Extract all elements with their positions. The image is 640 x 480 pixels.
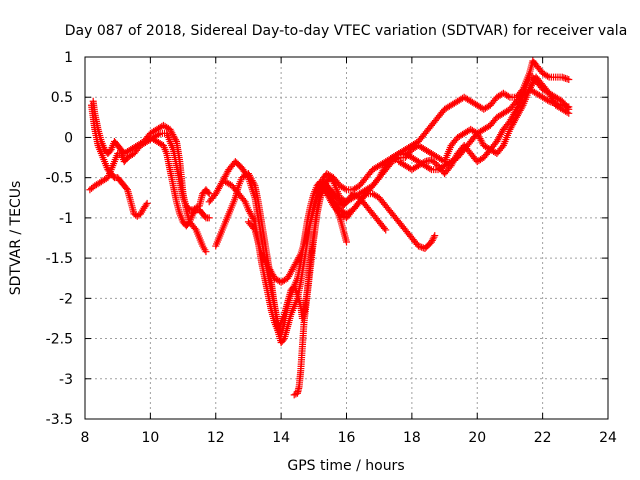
data-point	[393, 155, 401, 163]
axis-ticks: 8 10 12 14 16 18 20 22 24-3.5-3-2.5-2-1.5-1-0.50…	[46, 50, 617, 446]
x-tick-label: 18	[403, 430, 421, 446]
x-tick-label: 16	[338, 430, 356, 446]
data-point	[547, 98, 555, 106]
y-tick-label: -1	[59, 211, 73, 227]
data-point	[343, 238, 350, 246]
data-point	[191, 224, 199, 232]
y-tick-label: 0	[64, 130, 73, 146]
series-track-4	[146, 133, 213, 230]
x-tick-label: 10	[141, 430, 159, 446]
x-axis-label: GPS time / hours	[287, 458, 404, 474]
data-point	[250, 216, 258, 224]
x-tick-label: 22	[534, 430, 552, 446]
data-point	[155, 130, 163, 138]
data-point	[204, 188, 212, 196]
y-tick-label: 1	[64, 50, 73, 66]
y-axis-label: SDTVAR / TECUs	[8, 181, 24, 296]
data-point	[172, 136, 180, 144]
x-tick-label: 24	[599, 430, 617, 446]
data-point	[143, 199, 151, 207]
data-point	[122, 184, 130, 192]
data-point	[250, 224, 258, 232]
data-point	[240, 196, 248, 204]
data-point	[341, 185, 349, 193]
data-point	[296, 252, 304, 260]
data-point	[419, 244, 427, 252]
data-point	[431, 232, 439, 240]
y-tick-label: -2	[59, 291, 73, 307]
x-tick-label: 8	[81, 430, 90, 446]
data-point	[414, 242, 422, 250]
data-point	[544, 96, 552, 104]
data-point	[426, 165, 434, 173]
data-point	[428, 236, 436, 244]
data-point	[548, 98, 556, 106]
data-point	[250, 180, 258, 188]
y-tick-label: 0.5	[51, 90, 73, 106]
data-point	[558, 73, 566, 81]
chart-title: Day 087 of 2018, Sidereal Day-to-day VTE…	[65, 23, 628, 39]
data-point	[498, 143, 506, 151]
data-point	[142, 201, 150, 209]
data-point	[565, 76, 573, 84]
y-tick-label: -3	[59, 372, 73, 388]
data-point	[290, 391, 298, 399]
y-tick-label: -1.5	[46, 251, 73, 267]
data-point	[565, 109, 573, 117]
y-tick-label: -3.5	[46, 412, 73, 428]
data-point	[491, 149, 499, 157]
series-track-11	[395, 85, 573, 178]
x-tick-label: 20	[468, 430, 486, 446]
data-point	[550, 99, 558, 107]
data-point	[430, 233, 438, 241]
data-point	[382, 226, 390, 234]
data-point	[565, 103, 573, 111]
data-point	[427, 238, 435, 246]
data-point	[202, 248, 210, 256]
y-tick-label: -0.5	[46, 171, 73, 187]
data-series	[86, 57, 573, 399]
data-point	[279, 336, 287, 344]
data-point	[416, 243, 424, 251]
series-track-9	[244, 57, 573, 286]
data-point	[560, 74, 568, 82]
data-point	[341, 213, 349, 221]
data-point	[205, 214, 213, 222]
data-point	[205, 190, 213, 198]
x-tick-label: 12	[207, 430, 225, 446]
data-point	[504, 92, 512, 100]
data-point	[562, 74, 570, 82]
y-tick-label: -2.5	[46, 332, 73, 348]
x-tick-label: 14	[272, 430, 290, 446]
data-point	[429, 235, 437, 243]
data-point	[544, 72, 552, 80]
data-point	[563, 75, 571, 83]
data-point	[432, 160, 440, 168]
data-point	[419, 159, 427, 167]
data-point	[380, 224, 388, 232]
data-point	[518, 87, 526, 95]
data-point	[545, 97, 553, 105]
